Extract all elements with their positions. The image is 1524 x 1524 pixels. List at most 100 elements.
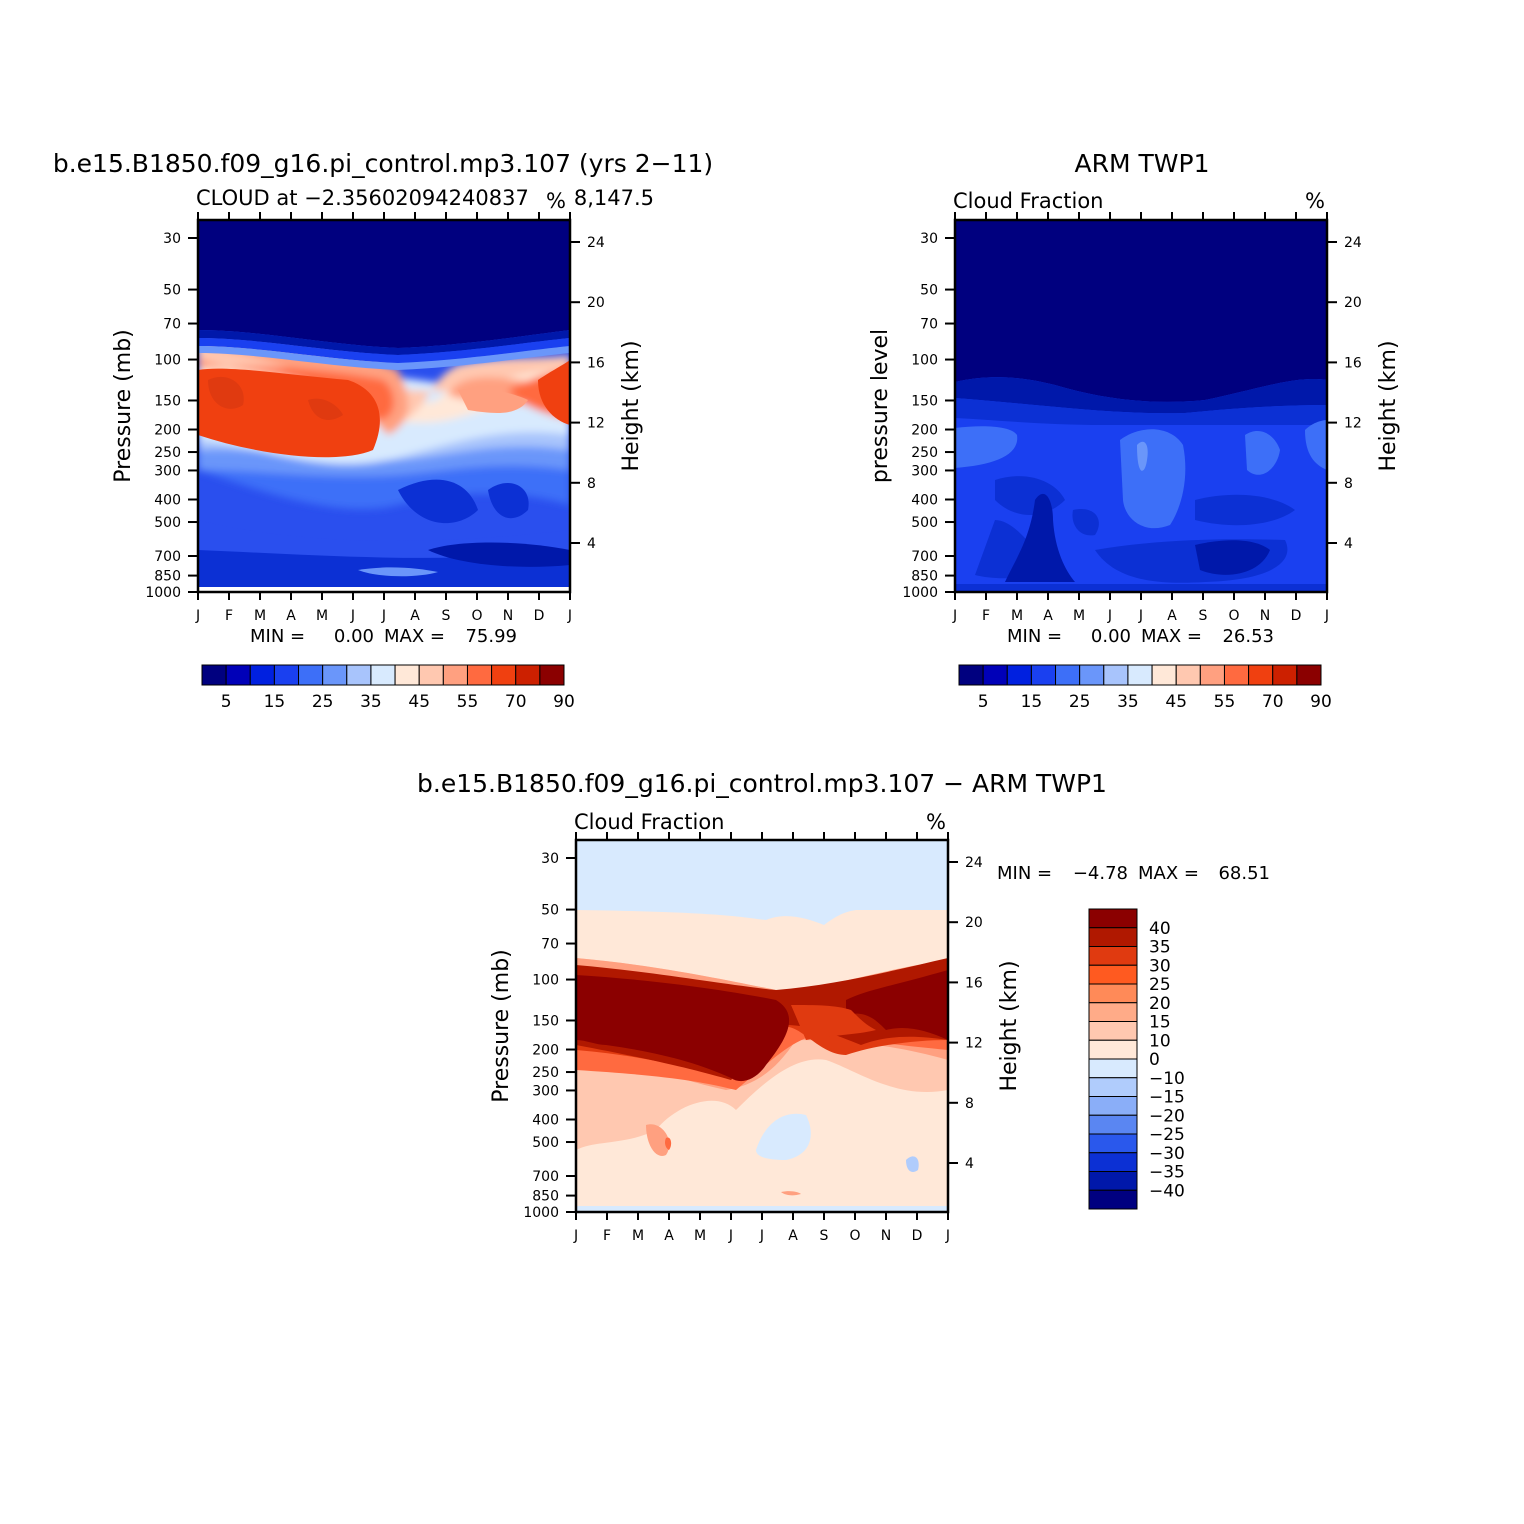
colorbar-swatch <box>1151 664 1177 686</box>
x-tick-label: A <box>788 1228 798 1244</box>
colorbar-label: 40 <box>1149 919 1171 939</box>
y-tick-label: 200 <box>154 423 181 439</box>
colorbar-swatch <box>958 664 984 686</box>
panel-subtitle: CLOUD at −2.35602094240837 <box>196 186 529 210</box>
contour-band <box>781 1191 801 1196</box>
x-tick-label: M <box>1011 608 1023 624</box>
colorbar-label: 70 <box>1262 692 1284 712</box>
colorbar-swatch <box>1127 664 1153 686</box>
y-tick-label: 1000 <box>145 585 181 601</box>
min-value: 0.00 <box>334 626 374 647</box>
min-value: 0.00 <box>1091 626 1131 647</box>
colorbar-swatch <box>1088 964 1138 985</box>
colorbar-label: 55 <box>457 692 479 712</box>
y-tick-label: 70 <box>163 317 181 333</box>
colorbar-obs: 5 15 25 35 45 55 70 90 <box>958 664 1332 712</box>
colorbar-swatch <box>515 664 541 686</box>
colorbar-label: 70 <box>505 692 527 712</box>
colorbar-label: 45 <box>1165 692 1187 712</box>
colorbar-label: −10 <box>1149 1069 1185 1089</box>
y-tick-label: 30 <box>920 231 938 247</box>
colorbar-swatch <box>322 664 348 686</box>
y-tick-label: 300 <box>911 463 938 479</box>
y-tick-label-right: 20 <box>965 915 983 931</box>
y-tick-label: 850 <box>154 569 181 585</box>
x-tick-label: M <box>254 608 266 624</box>
contour-band <box>428 542 570 567</box>
y-axis-label-right: Height (km) <box>997 960 1022 1091</box>
contour-band <box>955 398 1327 425</box>
colorbar-swatch <box>442 664 468 686</box>
colorbar-label: −25 <box>1149 1125 1185 1145</box>
y-tick-label-right: 8 <box>1344 476 1353 492</box>
colorbar-swatch <box>225 664 251 686</box>
contour-band <box>846 970 948 1040</box>
contour-field <box>576 840 948 1212</box>
colorbar-label: 45 <box>408 692 430 712</box>
panel-title: ARM TWP1 <box>1075 149 1210 178</box>
y-tick-label: 400 <box>911 492 938 508</box>
x-tick-label: J <box>381 608 386 624</box>
y-tick-label-right: 20 <box>1344 295 1362 311</box>
x-tick-label: O <box>849 1228 860 1244</box>
y-tick-label-right: 12 <box>965 1036 983 1052</box>
colorbar-swatch <box>1030 664 1057 686</box>
panel-subtitle: Cloud Fraction <box>574 810 725 834</box>
contour-band <box>576 1206 948 1212</box>
colorbar-label: 55 <box>1214 692 1236 712</box>
colorbar-swatch <box>1248 664 1274 686</box>
contour-band <box>1245 430 1280 475</box>
y-tick-label: 1000 <box>902 585 938 601</box>
y-tick-label-right: 8 <box>965 1096 974 1112</box>
max-value: 26.53 <box>1222 626 1274 647</box>
colorbar-swatch <box>1088 1058 1138 1079</box>
colorbar-swatch <box>370 664 396 686</box>
colorbar-label: 90 <box>553 692 575 712</box>
panel-units: % <box>926 810 946 834</box>
panel-units: % <box>1305 189 1325 213</box>
x-tick-label: M <box>316 608 328 624</box>
colorbar-swatch <box>1103 664 1129 686</box>
colorbar-swatch <box>1088 1077 1138 1097</box>
colorbar-label: −15 <box>1149 1088 1185 1108</box>
y-axis-label: pressure level <box>868 329 893 483</box>
contour-band <box>955 377 1327 414</box>
contour-band <box>646 1124 670 1156</box>
colorbar-label: 25 <box>312 692 334 712</box>
x-tick-label: F <box>603 1228 611 1244</box>
y-tick-label-right: 16 <box>965 975 983 991</box>
contour-band <box>198 360 394 420</box>
colorbar-swatch <box>1088 908 1138 929</box>
panel-subtitle: Cloud Fraction <box>953 189 1104 213</box>
contour-band <box>955 220 1327 402</box>
y-tick-label: 100 <box>911 353 938 369</box>
plot-area: J F M A M J J A S O N D J 30 50 70 100 150 200 250 300 400 500… <box>145 212 605 624</box>
y-tick-label: 200 <box>911 423 938 439</box>
max-label: MAX = <box>1138 863 1199 884</box>
panel-title: b.e15.B1850.f09_g16.pi_control.mp3.107 −… <box>417 769 1107 798</box>
y-axis-label-right: Height (km) <box>1376 340 1401 471</box>
colorbar-swatch <box>982 664 1008 686</box>
y-tick-label: 300 <box>154 463 181 479</box>
colorbar-label: −40 <box>1149 1181 1185 1201</box>
colorbar-swatch <box>1175 664 1201 686</box>
y-tick-label: 30 <box>541 851 559 867</box>
contour-band <box>665 1137 672 1150</box>
contour-band <box>1120 429 1186 529</box>
x-tick-label: O <box>471 608 482 624</box>
x-tick-label: A <box>664 1228 674 1244</box>
x-tick-label: J <box>573 1228 578 1244</box>
x-tick-label: A <box>1167 608 1177 624</box>
colorbar-label: 10 <box>1149 1031 1171 1051</box>
colorbar-swatch <box>1088 1021 1138 1041</box>
y-tick-label: 400 <box>154 492 181 508</box>
colorbar-swatch <box>1088 1114 1138 1135</box>
contour-field <box>955 220 1327 592</box>
contour-band <box>955 426 1018 468</box>
x-tick-label: J <box>952 608 957 624</box>
contour-band <box>198 220 570 348</box>
colorbar-swatch <box>1088 946 1138 966</box>
y-tick-label-right: 8 <box>587 476 596 492</box>
